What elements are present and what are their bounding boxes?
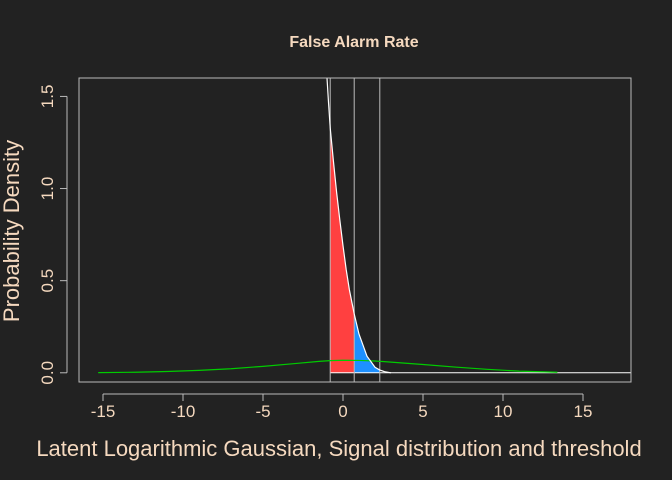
axes: -15 -10 -5 0 5 10 15 0.0 0.5 1.0 1.5 (38, 77, 632, 421)
x-tick-label: -10 (171, 402, 196, 421)
y-tick-label: 0.5 (38, 269, 57, 293)
plot-contents (98, 78, 631, 382)
y-tick-label: 1.5 (38, 85, 57, 109)
x-tick-label: 0 (338, 402, 347, 421)
density-curve-1 (98, 359, 558, 374)
y-axis-label: Probability Density (0, 140, 24, 322)
x-axis-label: Latent Logarithmic Gaussian, Signal dist… (36, 436, 641, 461)
x-tick-label: -5 (255, 402, 270, 421)
plot-area (98, 78, 631, 382)
shaded-region-2 (354, 313, 380, 373)
plot-frame (78, 77, 632, 383)
density-curve-2 (326, 78, 392, 374)
x-tick-label: 5 (418, 402, 427, 421)
x-tick-label: 15 (574, 402, 593, 421)
chart-title: False Alarm Rate (289, 34, 418, 51)
x-tick-label: -15 (91, 402, 116, 421)
y-tick-label: 0.0 (38, 361, 57, 385)
x-tick-label: 10 (494, 402, 513, 421)
y-tick-label: 1.0 (38, 177, 57, 201)
